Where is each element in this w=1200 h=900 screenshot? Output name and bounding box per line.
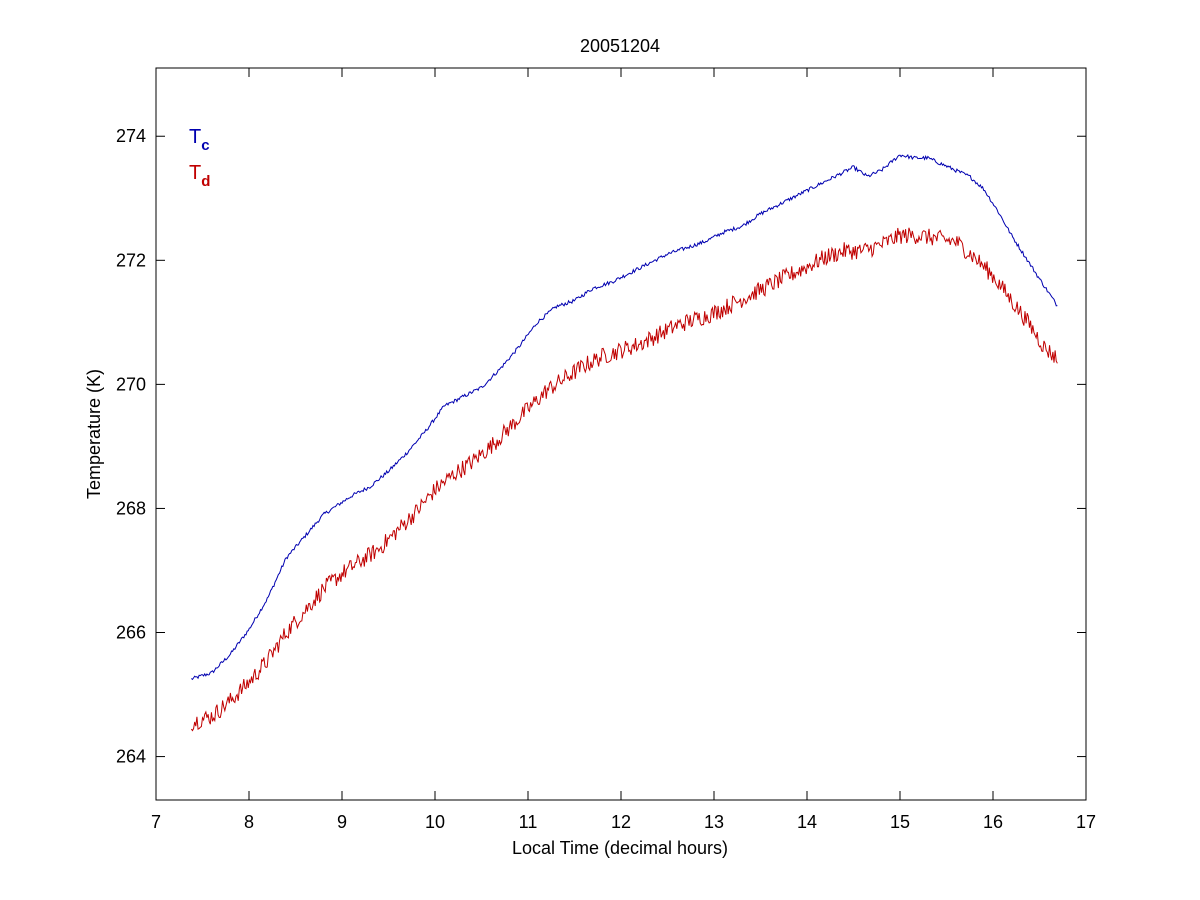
y-tick-label: 270 — [116, 374, 146, 394]
legend-entry-d: Td — [189, 162, 210, 190]
x-tick-label: 16 — [983, 812, 1003, 832]
legend: Tc Td — [189, 126, 210, 190]
x-tick-label: 17 — [1076, 812, 1096, 832]
y-tick-label: 264 — [116, 747, 146, 767]
x-tick-label: 8 — [244, 812, 254, 832]
y-axis-label: Temperature (K) — [84, 369, 104, 499]
series-line-c — [191, 154, 1058, 681]
x-tick-label: 15 — [890, 812, 910, 832]
x-axis-label: Local Time (decimal hours) — [512, 838, 728, 858]
x-tick-label: 7 — [151, 812, 161, 832]
x-tick-label: 14 — [797, 812, 817, 832]
x-tick-label: 9 — [337, 812, 347, 832]
chart-title: 20051204 — [580, 36, 660, 56]
series-layer — [190, 154, 1058, 732]
y-tick-label: 274 — [116, 126, 146, 146]
legend-entry-c: Tc — [189, 126, 210, 154]
x-tick-label: 13 — [704, 812, 724, 832]
y-tick-label: 268 — [116, 498, 146, 518]
x-tick-label: 12 — [611, 812, 631, 832]
series-line-d — [190, 227, 1058, 732]
axis-ticks: 7 8 9 10 11 12 13 14 15 16 17 264 266 268 270 272 274 — [116, 68, 1096, 832]
x-tick-label: 11 — [519, 812, 538, 832]
x-tick-label: 10 — [425, 812, 445, 832]
y-tick-label: 266 — [116, 623, 146, 643]
y-tick-label: 272 — [116, 250, 146, 270]
